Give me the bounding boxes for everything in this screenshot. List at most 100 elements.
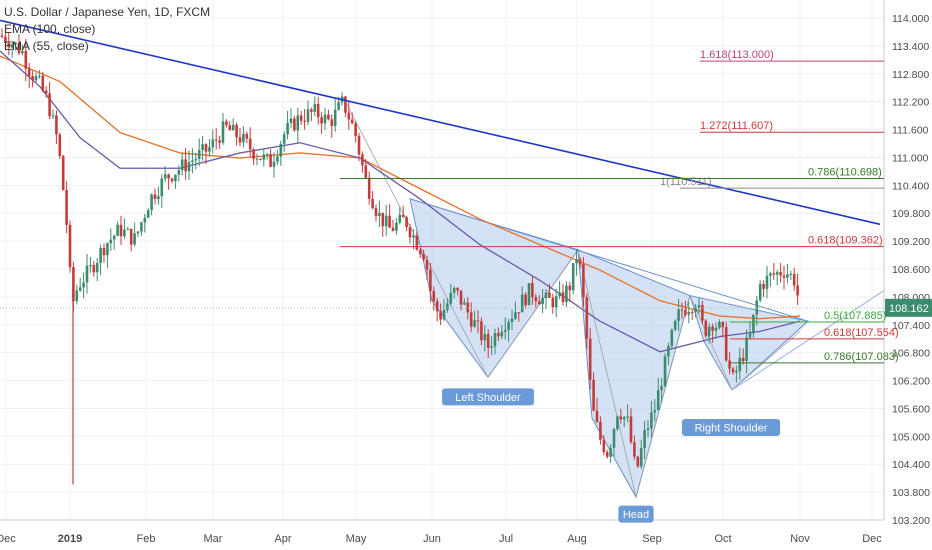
- candle: [170, 177, 174, 184]
- candle-body: [514, 312, 517, 319]
- candle-body: [554, 296, 558, 308]
- candle: [259, 158, 262, 161]
- candle-body: [408, 227, 412, 238]
- candle-body: [10, 44, 14, 48]
- candle-body: [786, 274, 789, 278]
- candle-body: [24, 50, 28, 69]
- candle-body: [792, 273, 796, 286]
- candle: [17, 34, 21, 56]
- candle: [565, 281, 568, 307]
- ema-55-label: EMA (55, close): [4, 39, 89, 53]
- y-tick-label: 103.200: [892, 515, 930, 527]
- candle: [228, 121, 232, 131]
- ema-100-line: [0, 55, 801, 320]
- candle-body: [350, 119, 354, 124]
- candle-body: [201, 144, 204, 151]
- fib-level-label: 0.5(107.885): [824, 310, 886, 322]
- candle: [480, 317, 483, 346]
- candle-body: [520, 294, 524, 313]
- candle: [422, 249, 425, 261]
- candle-body: [476, 320, 480, 322]
- y-tick-label: 105.000: [892, 431, 930, 443]
- candle: [255, 153, 259, 166]
- candle: [116, 221, 119, 237]
- candle-body: [48, 93, 51, 116]
- candle-body: [163, 174, 167, 179]
- candle: [653, 399, 657, 422]
- candle-body: [531, 283, 534, 298]
- candle: [333, 97, 337, 132]
- x-tick-label: Sep: [642, 533, 662, 545]
- x-tick-label: 2019: [58, 533, 82, 545]
- candle: [184, 148, 187, 180]
- candle: [34, 72, 38, 83]
- ema-100-label: EMA (100, close): [4, 22, 96, 36]
- candle-body: [146, 210, 150, 218]
- candle-body: [401, 214, 405, 218]
- candle: [371, 190, 374, 210]
- candle: [585, 293, 589, 349]
- candle: [762, 280, 765, 298]
- candle-body: [544, 292, 548, 299]
- candle: [503, 317, 507, 340]
- candle-body: [769, 273, 772, 276]
- y-tick-label: 109.200: [892, 236, 930, 248]
- y-tick-label: 106.200: [892, 376, 930, 388]
- candle: [463, 298, 466, 306]
- candle: [197, 138, 201, 166]
- candle: [510, 309, 514, 331]
- candle: [789, 270, 793, 281]
- candle: [575, 248, 578, 276]
- candle-body: [89, 265, 92, 267]
- candle: [194, 152, 198, 170]
- y-tick-label: 103.800: [892, 487, 930, 499]
- candle-body: [711, 326, 714, 331]
- candle: [354, 121, 357, 143]
- candle: [748, 321, 752, 340]
- candle-body: [92, 265, 96, 273]
- candle-body: [677, 309, 680, 321]
- candle-body: [293, 118, 296, 131]
- candle: [646, 419, 650, 438]
- candle-body: [670, 329, 674, 347]
- candle-body: [174, 174, 177, 182]
- candle: [418, 247, 422, 259]
- candle: [493, 328, 497, 355]
- candle: [531, 275, 534, 305]
- candle: [728, 352, 731, 375]
- candle-body: [347, 112, 351, 120]
- candle-body: [262, 154, 266, 160]
- candle-body: [391, 227, 395, 231]
- candle-body: [21, 50, 24, 54]
- candle-body: [636, 456, 640, 467]
- candle: [265, 152, 269, 160]
- candle: [398, 207, 402, 225]
- candle: [741, 348, 745, 365]
- y-tick-label: 112.800: [892, 69, 929, 81]
- candle-body: [194, 158, 198, 161]
- candle-body: [643, 429, 646, 449]
- candle-body: [599, 421, 602, 440]
- candle: [272, 152, 276, 178]
- candle-body: [456, 287, 459, 291]
- candle: [439, 303, 442, 325]
- candle-body: [296, 115, 300, 131]
- candle: [626, 404, 629, 423]
- candle: [731, 366, 735, 375]
- candle: [41, 71, 45, 93]
- candle-body: [140, 222, 143, 232]
- candle: [187, 150, 191, 180]
- candle-body: [27, 68, 31, 77]
- candle: [524, 292, 527, 309]
- candle: [476, 310, 480, 334]
- candle-body: [323, 114, 327, 124]
- candle: [269, 149, 272, 168]
- candle-body: [313, 103, 317, 112]
- candle: [99, 244, 102, 276]
- candle: [697, 298, 701, 315]
- candle: [412, 229, 415, 250]
- x-tick-label: Oct: [714, 533, 731, 545]
- candle-body: [235, 124, 238, 138]
- candle-body: [738, 357, 742, 371]
